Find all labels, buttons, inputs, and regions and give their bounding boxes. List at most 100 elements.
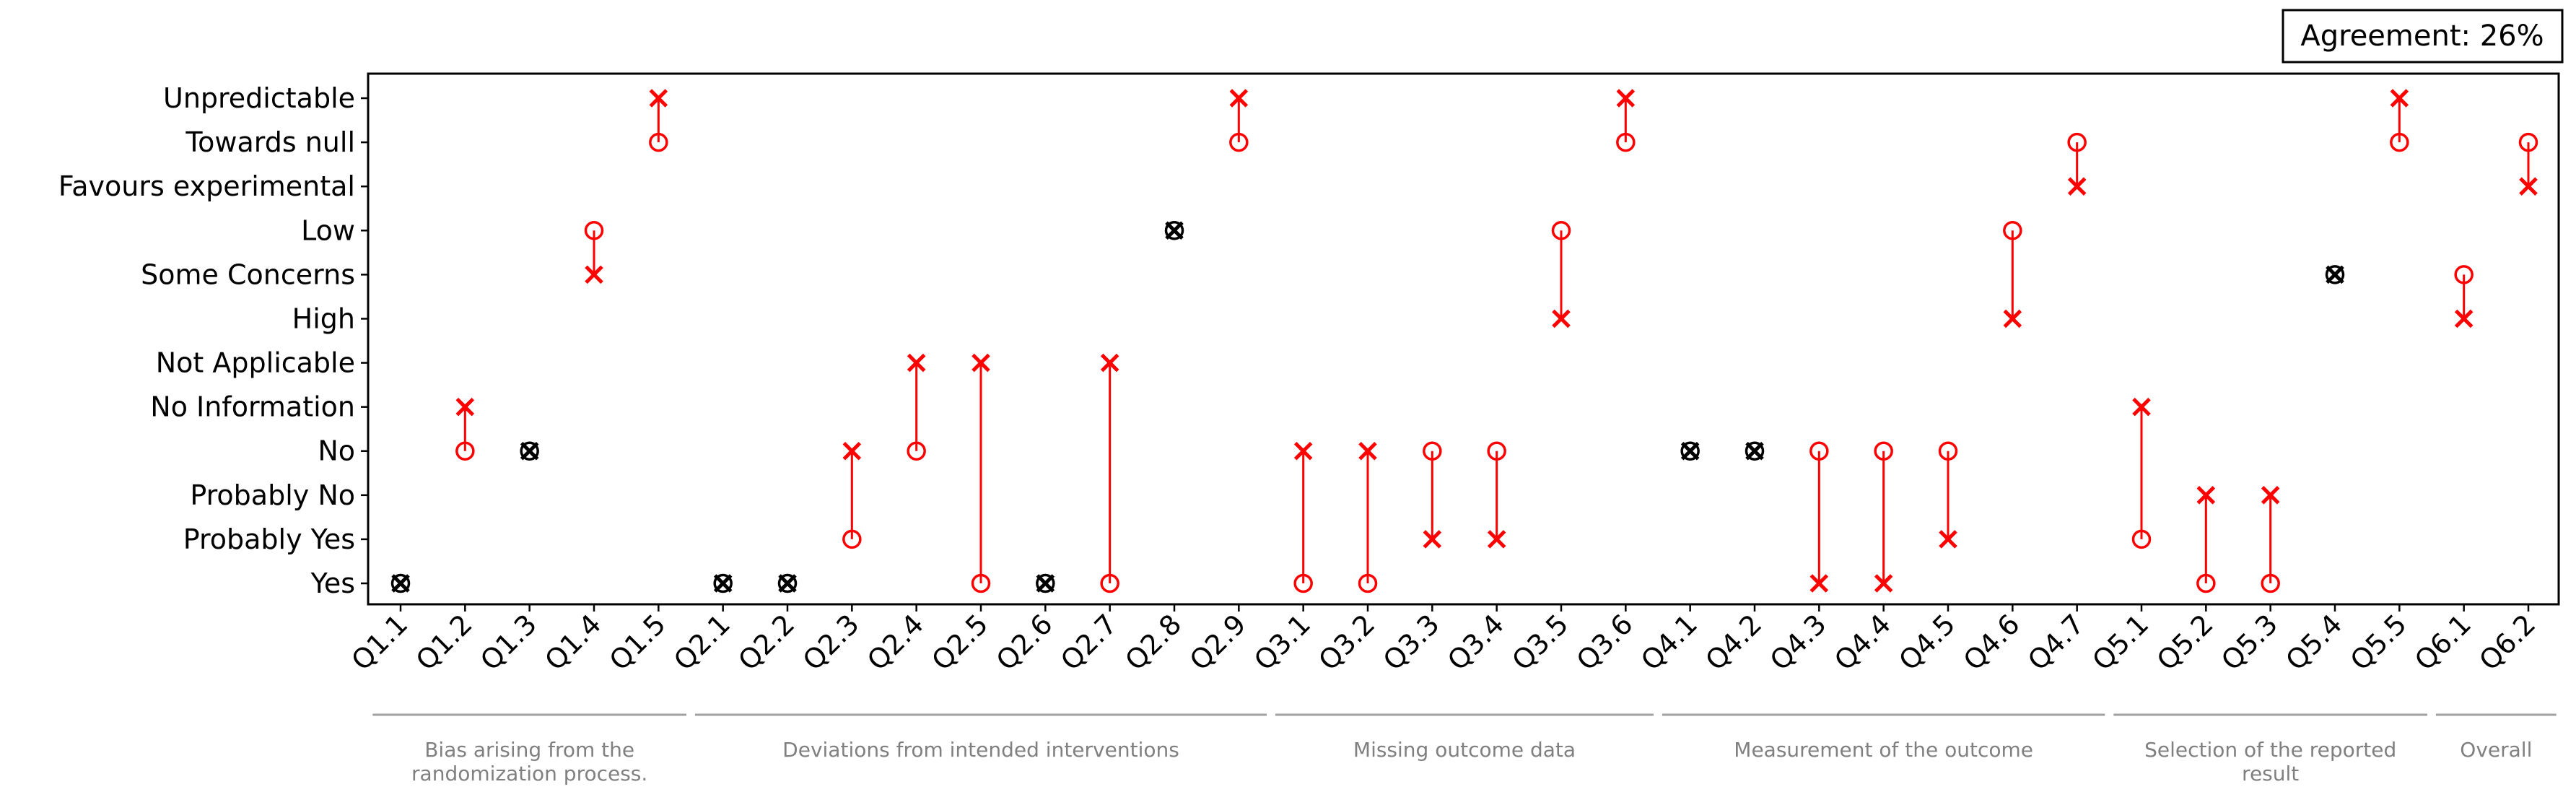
circle-marker	[1938, 441, 1958, 461]
cross-marker	[2261, 486, 2280, 505]
cross-marker	[1358, 441, 1377, 461]
cross-marker	[1939, 530, 1957, 549]
cross-marker	[1809, 574, 1829, 593]
circle-marker	[971, 573, 991, 593]
y-tick-label: No Information	[150, 391, 355, 423]
y-tick-label: Towards null	[185, 126, 355, 158]
cross-marker	[2454, 309, 2474, 328]
cross-marker	[907, 353, 926, 373]
cross-marker	[455, 397, 475, 417]
y-tick-label: Low	[301, 214, 355, 246]
group-label: Selection of the reported result	[2144, 738, 2396, 786]
circle-marker	[1487, 441, 1506, 461]
x-tick-label: Q1.5	[603, 608, 672, 676]
y-tick-label: Probably No	[190, 479, 355, 511]
x-tick-label: Q4.1	[1635, 608, 1703, 676]
x-tick-label: Q2.6	[990, 608, 1059, 676]
y-tick-label: Not Applicable	[156, 347, 355, 379]
group-label: Overall	[2460, 738, 2532, 762]
cross-marker	[2326, 265, 2344, 284]
cross-marker	[1165, 221, 1184, 240]
group-label: Deviations from intended interventions	[782, 738, 1179, 762]
cross-marker	[2003, 309, 2022, 328]
x-tick-label: Q3.6	[1571, 608, 1639, 676]
cross-marker	[778, 574, 797, 593]
circle-marker	[2454, 265, 2474, 284]
cross-marker	[520, 441, 539, 461]
circle-marker	[455, 441, 475, 461]
cross-marker	[713, 574, 733, 593]
x-tick-label: Q3.3	[1377, 608, 1446, 676]
cross-marker	[1100, 353, 1119, 373]
cross-marker	[1293, 441, 1313, 461]
y-tick-label: High	[292, 303, 355, 334]
x-tick-label: Q4.7	[2022, 608, 2090, 676]
x-tick-label: Q5.4	[2279, 608, 2348, 676]
circle-marker	[1745, 441, 1765, 461]
x-tick-label: Q2.7	[1055, 608, 1123, 676]
x-tick-label: Q3.2	[1312, 608, 1381, 676]
x-tick-label: Q4.6	[1957, 608, 2026, 676]
circle-marker	[713, 573, 733, 593]
y-tick-label: No	[318, 435, 355, 467]
x-tick-label: Q6.2	[2473, 608, 2541, 676]
cross-marker	[2132, 397, 2151, 417]
agreement-label: Agreement: 26%	[2300, 19, 2544, 53]
x-tick-label: Q4.4	[1828, 608, 1897, 676]
circle-marker	[2390, 132, 2409, 152]
x-tick-label: Q3.5	[1506, 608, 1574, 676]
x-tick-label: Q5.3	[2215, 608, 2284, 676]
circle-marker	[2261, 573, 2280, 593]
circle-marker	[1100, 573, 1119, 593]
x-tick-label: Q4.5	[1892, 608, 1961, 676]
x-tick-label: Q5.5	[2344, 608, 2413, 676]
x-tick-label: Q1.4	[538, 608, 607, 676]
cross-marker	[1552, 309, 1571, 328]
circle-marker	[2196, 573, 2216, 593]
cross-marker	[1423, 530, 1442, 549]
cross-marker	[585, 265, 603, 284]
y-tick-label: Unpredictable	[163, 82, 355, 114]
circle-marker	[2067, 132, 2087, 152]
y-tick-label: Probably Yes	[183, 523, 355, 555]
x-tick-label: Q4.3	[1764, 608, 1833, 676]
circle-marker	[1358, 573, 1378, 593]
cross-marker	[391, 574, 410, 593]
circle-marker	[1423, 441, 1442, 461]
cross-marker	[1229, 89, 1249, 108]
cross-marker	[2390, 89, 2409, 108]
agreement-box: Agreement: 26%	[2282, 9, 2564, 64]
circle-marker	[1164, 221, 1184, 240]
y-tick-label: Some Concerns	[141, 258, 355, 290]
cross-marker	[2067, 177, 2087, 196]
x-tick-label: Q2.5	[925, 608, 994, 676]
cross-marker	[1874, 574, 1893, 593]
x-tick-label: Q6.1	[2409, 608, 2477, 676]
cross-marker	[1036, 574, 1055, 593]
circle-marker	[1616, 132, 1636, 152]
circle-marker	[2003, 221, 2022, 240]
circle-marker	[1229, 132, 1249, 152]
x-tick-label: Q2.9	[1184, 608, 1252, 676]
x-tick-label: Q5.2	[2151, 608, 2219, 676]
x-tick-label: Q2.8	[1119, 608, 1187, 676]
x-tick-label: Q2.3	[797, 608, 865, 676]
circle-marker	[1874, 441, 1893, 461]
cross-marker	[2519, 177, 2538, 196]
circle-marker	[520, 441, 539, 461]
x-tick-label: Q1.2	[410, 608, 479, 676]
circle-marker	[584, 221, 604, 240]
y-tick-label: Favours experimental	[58, 170, 355, 202]
plot-frame	[367, 72, 2560, 606]
circle-marker	[1680, 441, 1700, 461]
circle-marker	[1809, 441, 1829, 461]
cross-marker	[972, 353, 990, 373]
x-tick-label: Q2.4	[861, 608, 930, 676]
circle-marker	[1036, 573, 1055, 593]
cross-marker	[1616, 89, 1636, 108]
circle-marker	[2131, 529, 2152, 549]
cross-marker	[1745, 441, 1764, 461]
circle-marker	[390, 573, 411, 593]
circle-marker	[2518, 132, 2538, 152]
circle-marker	[1293, 573, 1313, 593]
